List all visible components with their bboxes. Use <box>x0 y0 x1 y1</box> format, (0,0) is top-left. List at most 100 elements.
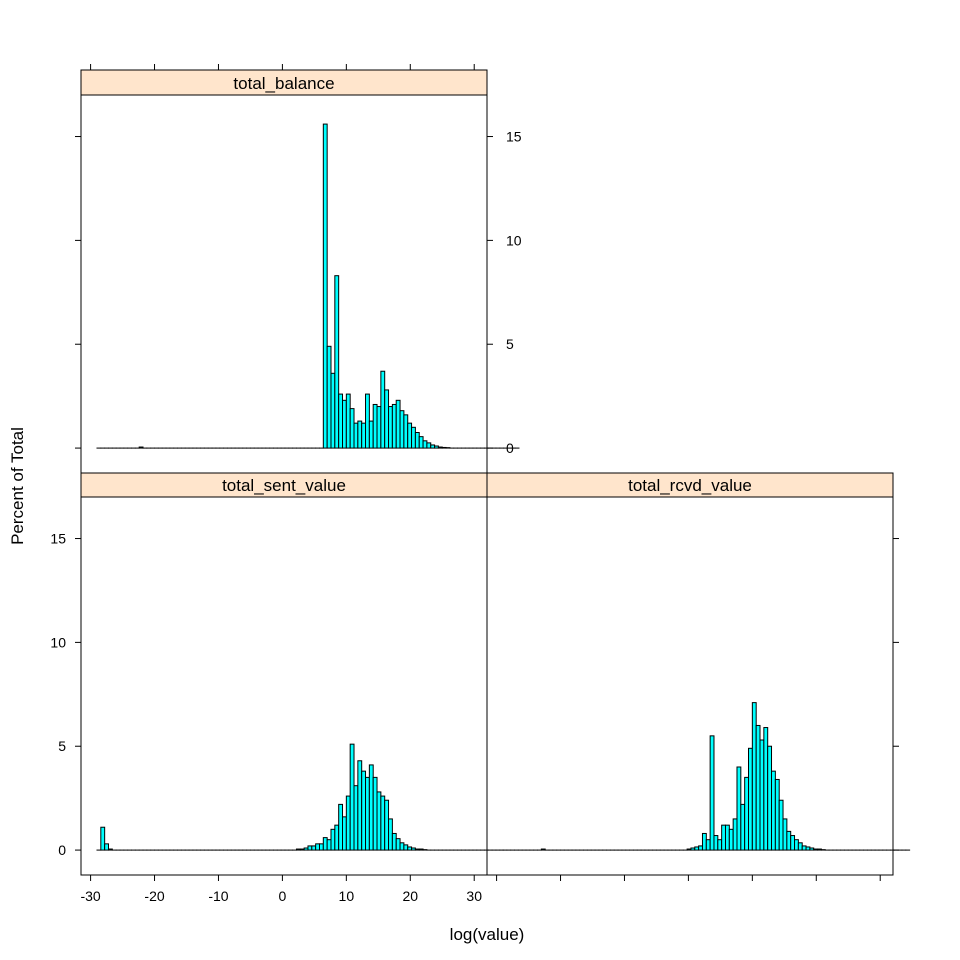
bars-total-rcvd-value <box>502 702 911 851</box>
histogram-bar <box>794 839 799 851</box>
histogram-bar <box>295 848 301 851</box>
strip-label-total-rcvd-value: total_rcvd_value <box>628 476 752 495</box>
histogram-bar <box>411 847 416 851</box>
histogram-bar <box>441 446 447 449</box>
tick-label: -30 <box>80 888 100 904</box>
histogram-bar <box>721 824 726 851</box>
tick-label: 5 <box>506 336 514 352</box>
histogram-bar <box>713 835 719 851</box>
histogram-bar <box>426 442 432 449</box>
histogram-bar <box>345 795 351 851</box>
panel-frame <box>80 94 488 474</box>
tick-label: 5 <box>58 738 66 754</box>
histogram-bar <box>315 843 320 851</box>
axes: -30 -20 -10 0 10 20 30 0 0 5 5 10 10 15 15 <box>50 64 899 904</box>
histogram-bar <box>357 420 363 449</box>
histogram-bar <box>395 838 401 851</box>
histogram-bar <box>728 828 734 851</box>
histogram-bar <box>361 770 367 851</box>
tick-label: 30 <box>466 888 482 904</box>
histogram-bar <box>540 848 546 851</box>
strip-background <box>80 472 488 498</box>
histogram-bar <box>797 842 803 851</box>
tick-label: 0 <box>506 440 514 456</box>
histogram-bar <box>724 824 730 851</box>
histogram-bar <box>407 422 413 449</box>
histogram-bar <box>338 393 344 449</box>
tick-label: -20 <box>144 888 164 904</box>
histogram-bar <box>717 839 723 851</box>
histogram-bar <box>357 760 363 851</box>
histogram-bar <box>380 370 386 449</box>
panel-total-sent-value: total_sent_value <box>80 472 505 876</box>
histogram-bar <box>376 406 382 449</box>
tick-label: 20 <box>402 888 418 904</box>
strip-label-total-balance: total_balance <box>233 74 334 93</box>
histogram-bar <box>801 845 807 851</box>
histogram-bar <box>311 845 317 851</box>
histogram-bar <box>372 776 378 851</box>
histogram-bar <box>771 770 776 851</box>
histogram-bar <box>805 846 811 851</box>
histogram-bar <box>391 403 397 449</box>
histogram-bar <box>399 842 405 851</box>
x-axis-title: log(value) <box>450 925 525 944</box>
tick-label: 10 <box>339 888 355 904</box>
histogram-bar <box>759 739 765 851</box>
tick-label: 10 <box>506 232 522 248</box>
histogram-bar <box>407 846 413 851</box>
histogram-bar <box>104 843 110 851</box>
histogram-bar <box>334 824 340 851</box>
histogram-bar <box>384 799 390 851</box>
histogram-bar <box>790 835 796 851</box>
histogram-bar <box>434 445 439 449</box>
histogram-bar <box>767 745 773 851</box>
panel-total-balance: total_balance <box>80 69 520 474</box>
histogram-bar <box>437 446 443 449</box>
tick-label: -10 <box>208 888 228 904</box>
histogram-bar <box>698 845 703 851</box>
histogram-bar <box>732 818 738 851</box>
histogram-bar <box>349 743 355 851</box>
tick-label: 15 <box>50 531 66 547</box>
histogram-bar <box>353 422 359 449</box>
histogram-bar <box>380 795 386 851</box>
histogram-bar <box>778 799 784 851</box>
histogram-bar <box>388 818 393 851</box>
histogram-bar <box>334 275 340 449</box>
histogram-bar <box>138 446 144 449</box>
histogram-bar <box>813 848 819 851</box>
histogram-bar <box>411 426 416 449</box>
histogram-bar <box>322 123 328 449</box>
histogram-bar <box>817 848 822 851</box>
histogram-bar <box>430 444 436 449</box>
histogram-bar <box>303 847 309 851</box>
histogram-bar <box>388 406 393 449</box>
histogram-bar <box>384 389 390 449</box>
histogram-bar <box>705 839 711 851</box>
histogram-bar <box>414 848 420 851</box>
histogram-bar <box>338 803 344 851</box>
strip-background <box>80 69 488 96</box>
histogram-bar <box>342 816 347 851</box>
histogram-bar <box>403 414 409 449</box>
histogram-bar <box>751 702 757 851</box>
histogram-bar <box>368 420 374 449</box>
histogram-bar <box>395 399 401 449</box>
histogram-bar <box>307 845 313 851</box>
histogram-bar <box>740 803 746 851</box>
histogram-bar <box>763 727 769 851</box>
histogram-bar <box>694 846 700 851</box>
bars-total-sent-value <box>96 743 505 851</box>
panel-frame <box>80 496 488 876</box>
histogram-bar <box>399 410 405 449</box>
y-axis-title: Percent of Total <box>8 427 27 545</box>
histogram-bar <box>353 785 359 851</box>
histogram-bar <box>744 776 750 851</box>
histogram-bar <box>100 826 106 851</box>
histogram-bar <box>690 847 696 851</box>
histogram-bar <box>736 766 742 851</box>
histogram-bar <box>342 399 347 449</box>
histogram-bar <box>326 345 332 449</box>
histogram-bar <box>701 832 707 851</box>
